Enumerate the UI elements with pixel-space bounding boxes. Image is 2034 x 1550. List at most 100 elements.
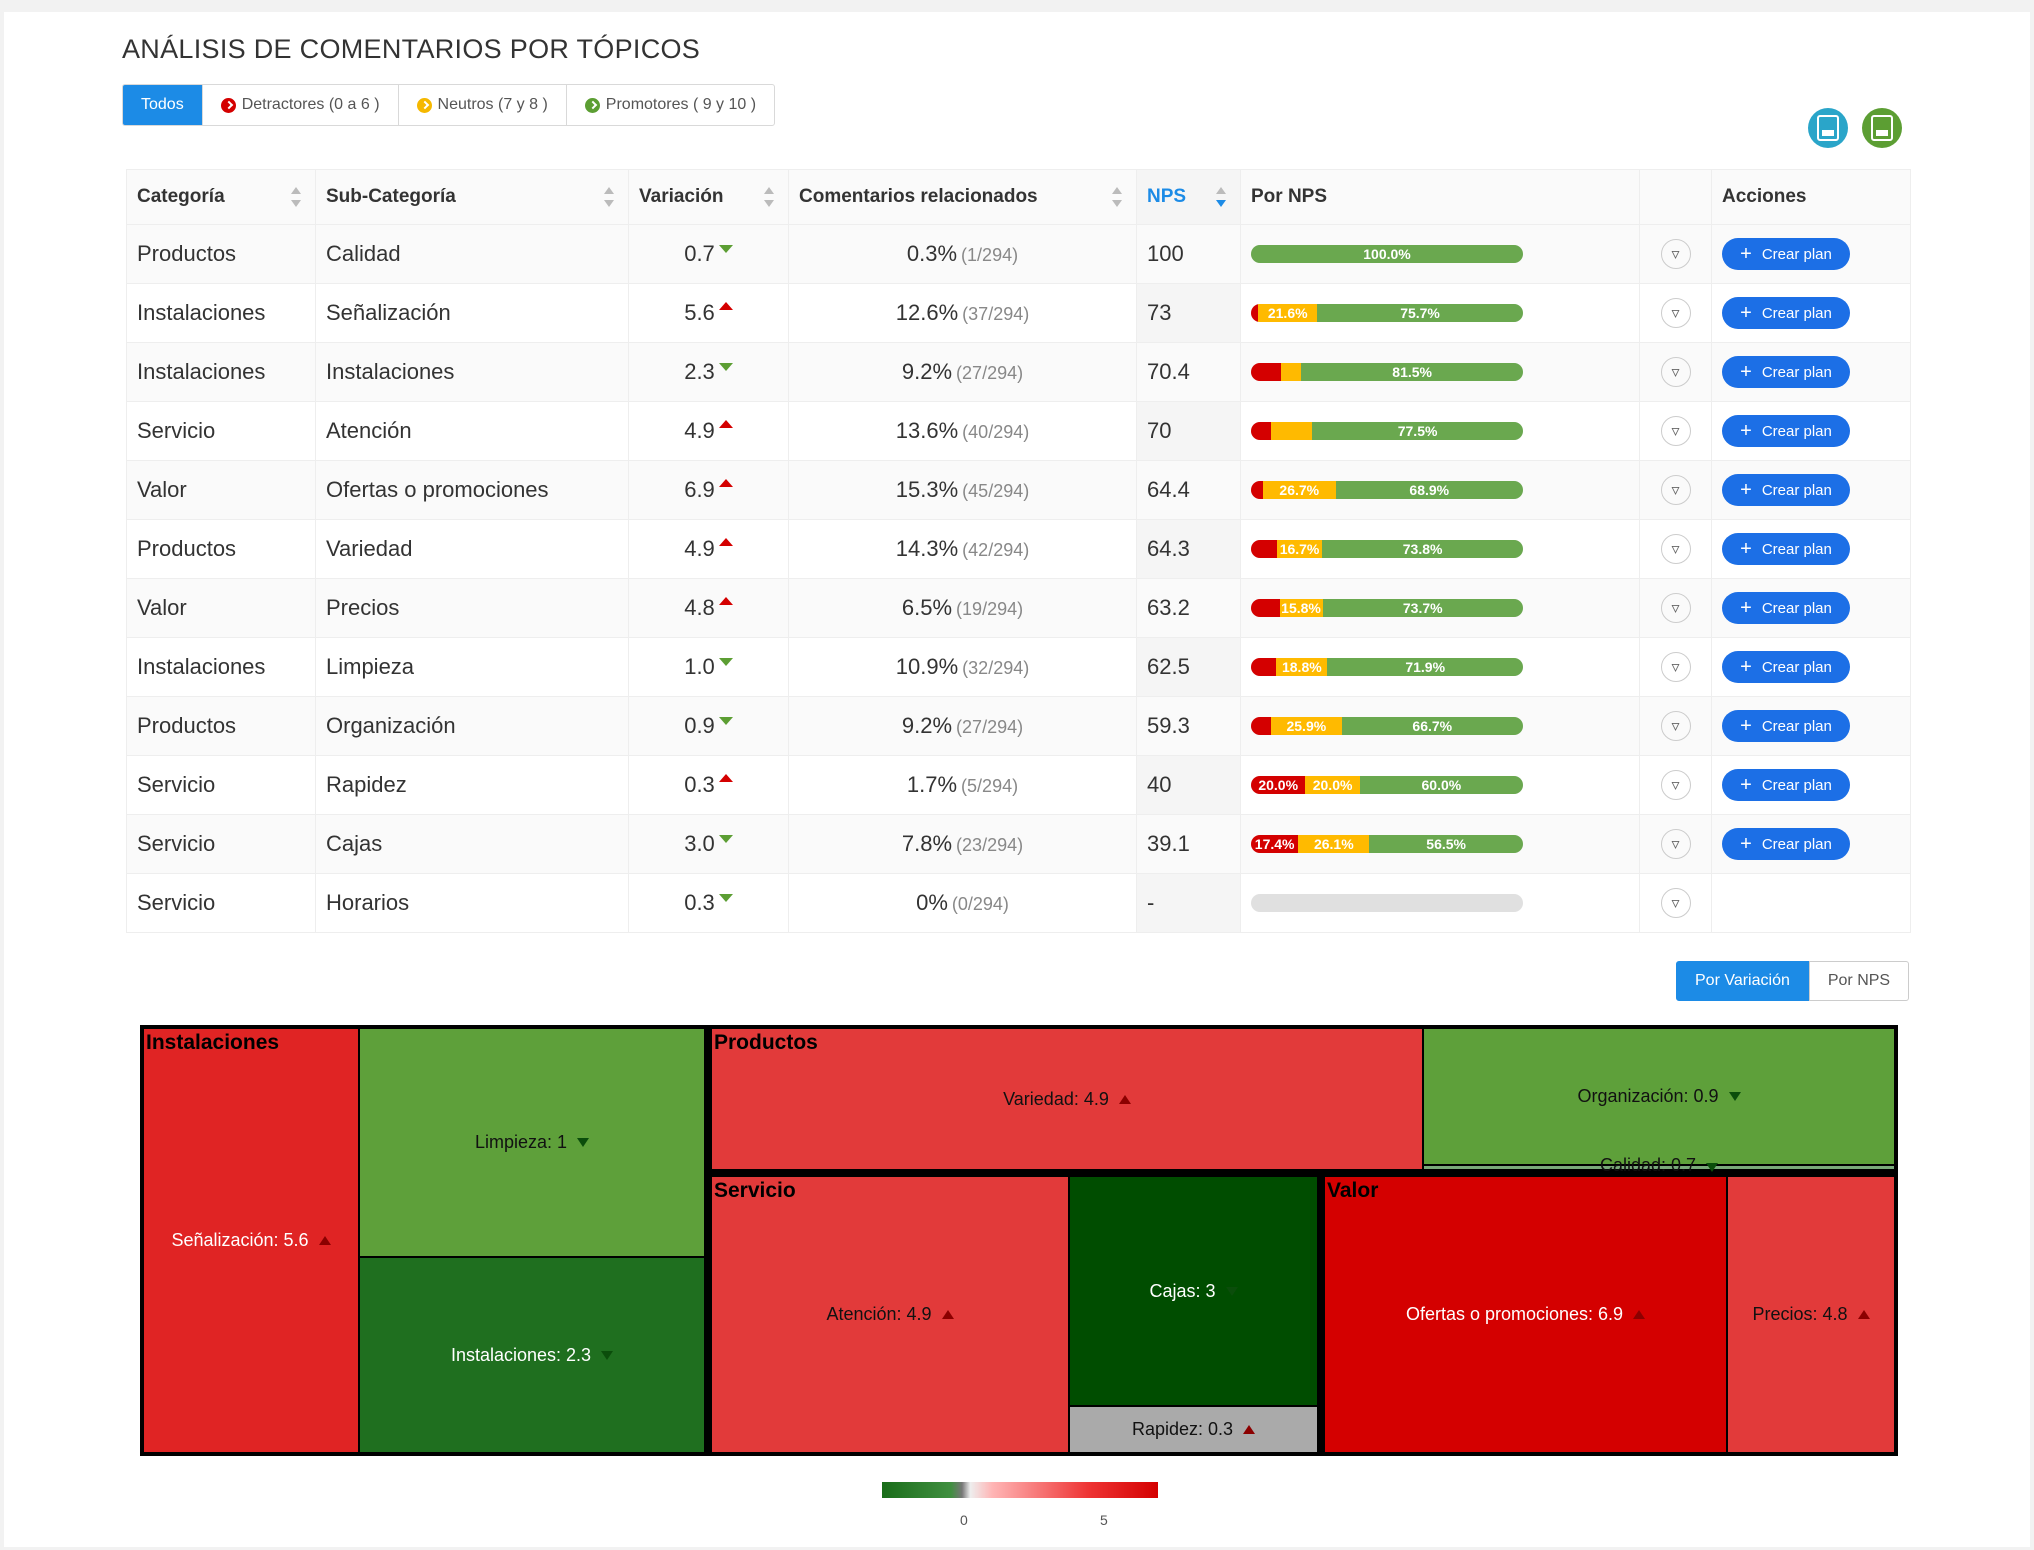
cell-variacion: 0.3 [628,873,789,933]
treemap-group-instalaciones: Instalaciones [146,1031,280,1054]
filter-label: Promotores ( 9 y 10 ) [605,96,757,113]
create-plan-button[interactable]: + Crear plan [1722,769,1850,801]
cell-comentarios: 15.3% (45/294) [788,460,1137,520]
trend-down-icon [718,363,733,371]
treemap-cell-limpieza[interactable]: Limpieza: 1 [360,1029,704,1256]
filter-funnel-icon[interactable]: ▿ [1660,475,1691,505]
create-plan-button[interactable]: + Crear plan [1722,297,1850,329]
cell-label: Instalaciones: 2.3 [450,1344,592,1365]
cell-categoria: Productos [126,224,316,284]
cell-label: Calidad: 0.7 [1599,1155,1697,1175]
comment-count: (27/294) [956,363,1024,383]
sort-icon[interactable] [1112,187,1122,207]
create-plan-button[interactable]: + Crear plan [1722,415,1850,447]
by-nps-button[interactable]: Por NPS [1808,961,1910,1001]
col-header-nps[interactable]: NPS [1136,169,1241,225]
create-plan-button[interactable]: + Crear plan [1722,592,1850,624]
button-label: Crear plan [1761,599,1832,617]
cell-nps: 64.3 [1136,519,1241,579]
detractor-segment [1251,481,1263,499]
create-plan-button[interactable]: + Crear plan [1722,238,1850,270]
treemap-cell-variedad[interactable]: Variedad: 4.9 [712,1029,1422,1169]
create-plan-button[interactable]: + Crear plan [1722,474,1850,506]
filter-funnel-icon[interactable]: ▿ [1660,239,1691,269]
filter-funnel-icon[interactable]: ▿ [1660,652,1691,682]
filter-funnel-icon[interactable]: ▿ [1660,357,1691,387]
filter-funnel-icon[interactable]: ▿ [1660,829,1691,859]
treemap-cell-precios[interactable]: Precios: 4.8 [1728,1177,1894,1452]
cell-filter: ▿ [1639,460,1712,520]
treemap-group-valor: Valor [1327,1179,1379,1202]
promoter-segment: 68.9% [1335,481,1523,499]
promoter-segment: 60.0% [1359,776,1523,794]
treemap-cell-senalizacion[interactable]: Señalización: 5.6 [144,1029,358,1452]
col-header-categoria[interactable]: Categoría [126,169,316,225]
cell-variacion: 0.9 [628,696,789,756]
treemap-cell-instalaciones[interactable]: Instalaciones: 2.3 [360,1258,704,1452]
filter-funnel-icon[interactable]: ▿ [1660,534,1691,564]
filter-todos[interactable]: Todos [123,85,203,125]
cell-por-nps: 15.8% 73.7% [1240,578,1640,638]
nps-distribution-bar: 17.4% 26.1% 56.5% [1251,835,1523,853]
plus-icon: + [1740,360,1752,383]
by-variation-button[interactable]: Por Variación [1676,961,1809,1001]
button-label: Crear plan [1761,304,1832,322]
sort-icon[interactable] [291,187,301,207]
up-arrow-icon [1857,1310,1870,1319]
filter-label: Todos [141,96,184,113]
cell-filter: ▿ [1639,637,1712,697]
cell-categoria: Productos [126,519,316,579]
create-plan-button[interactable]: + Crear plan [1722,710,1850,742]
create-plan-button[interactable]: + Crear plan [1722,533,1850,565]
cell-variacion: 4.8 [628,578,789,638]
treemap-cell-organizacion[interactable]: Organización: 0.9 [1424,1029,1894,1164]
create-plan-button[interactable]: + Crear plan [1722,651,1850,683]
filter-funnel-icon[interactable]: ▿ [1660,770,1691,800]
create-plan-button[interactable]: + Crear plan [1722,356,1850,388]
treemap-cell-ofertas[interactable]: Ofertas o promociones: 6.9 [1325,1177,1726,1452]
comment-percent: 9.2% [901,359,953,384]
filter-promotores[interactable]: Promotores ( 9 y 10 ) [567,85,774,125]
filter-label: Detractores (0 a 6 ) [241,96,380,113]
nps-distribution-bar [1251,894,1523,912]
cell-comentarios: 0.3% (1/294) [788,224,1137,284]
cell-subcategoria: Organización [315,696,629,756]
detractor-segment [1251,304,1259,322]
cell-subcategoria: Cajas [315,814,629,874]
filter-funnel-icon[interactable]: ▿ [1660,711,1691,741]
treemap-cell-cajas[interactable]: Cajas: 3 [1070,1177,1317,1405]
create-plan-button[interactable]: + Crear plan [1722,828,1850,860]
cell-acciones: + Crear plan [1711,519,1911,579]
sort-icon[interactable] [604,187,614,207]
cell-nps: 70.4 [1136,342,1241,402]
col-header-comentarios[interactable]: Comentarios relacionados [788,169,1137,225]
promoter-segment: 81.5% [1301,363,1523,381]
legend-tick: 5 [1100,1512,1108,1528]
trend-down-icon [718,894,733,902]
cell-label: Precios: 4.8 [1752,1304,1848,1324]
treemap-group-servicio: Servicio [714,1179,796,1202]
filter-funnel-icon[interactable]: ▿ [1660,416,1691,446]
filter-detractores[interactable]: Detractores (0 a 6 ) [203,85,399,125]
col-header-subcategoria[interactable]: Sub-Categoría [315,169,629,225]
filter-neutros[interactable]: Neutros (7 y 8 ) [399,85,567,125]
filter-funnel-icon[interactable]: ▿ [1660,593,1691,623]
filter-funnel-icon[interactable]: ▿ [1660,888,1691,918]
cell-nps: 62.5 [1136,637,1241,697]
treemap-cell-calidad[interactable]: Calidad: 0.7 [1424,1155,1894,1175]
export-excel-button[interactable] [1808,108,1848,148]
cell-label: Atención: 4.9 [826,1304,932,1324]
treemap-cell-rapidez[interactable]: Rapidez: 0.3 [1070,1407,1317,1452]
treemap-cell-atencion[interactable]: Atención: 4.9 [712,1177,1068,1452]
filter-funnel-icon[interactable]: ▿ [1660,298,1691,328]
cell-comentarios: 7.8% (23/294) [788,814,1137,874]
sort-icon[interactable] [1216,187,1226,207]
cell-acciones: + Crear plan [1711,224,1911,284]
cell-filter: ▿ [1639,519,1712,579]
down-arrow-icon [1706,1163,1719,1172]
export-pdf-button[interactable] [1862,108,1902,148]
cell-comentarios: 12.6% (37/294) [788,283,1137,343]
col-header-variacion[interactable]: Variación [628,169,789,225]
sort-icon[interactable] [764,187,774,207]
cell-categoria: Instalaciones [126,637,316,697]
